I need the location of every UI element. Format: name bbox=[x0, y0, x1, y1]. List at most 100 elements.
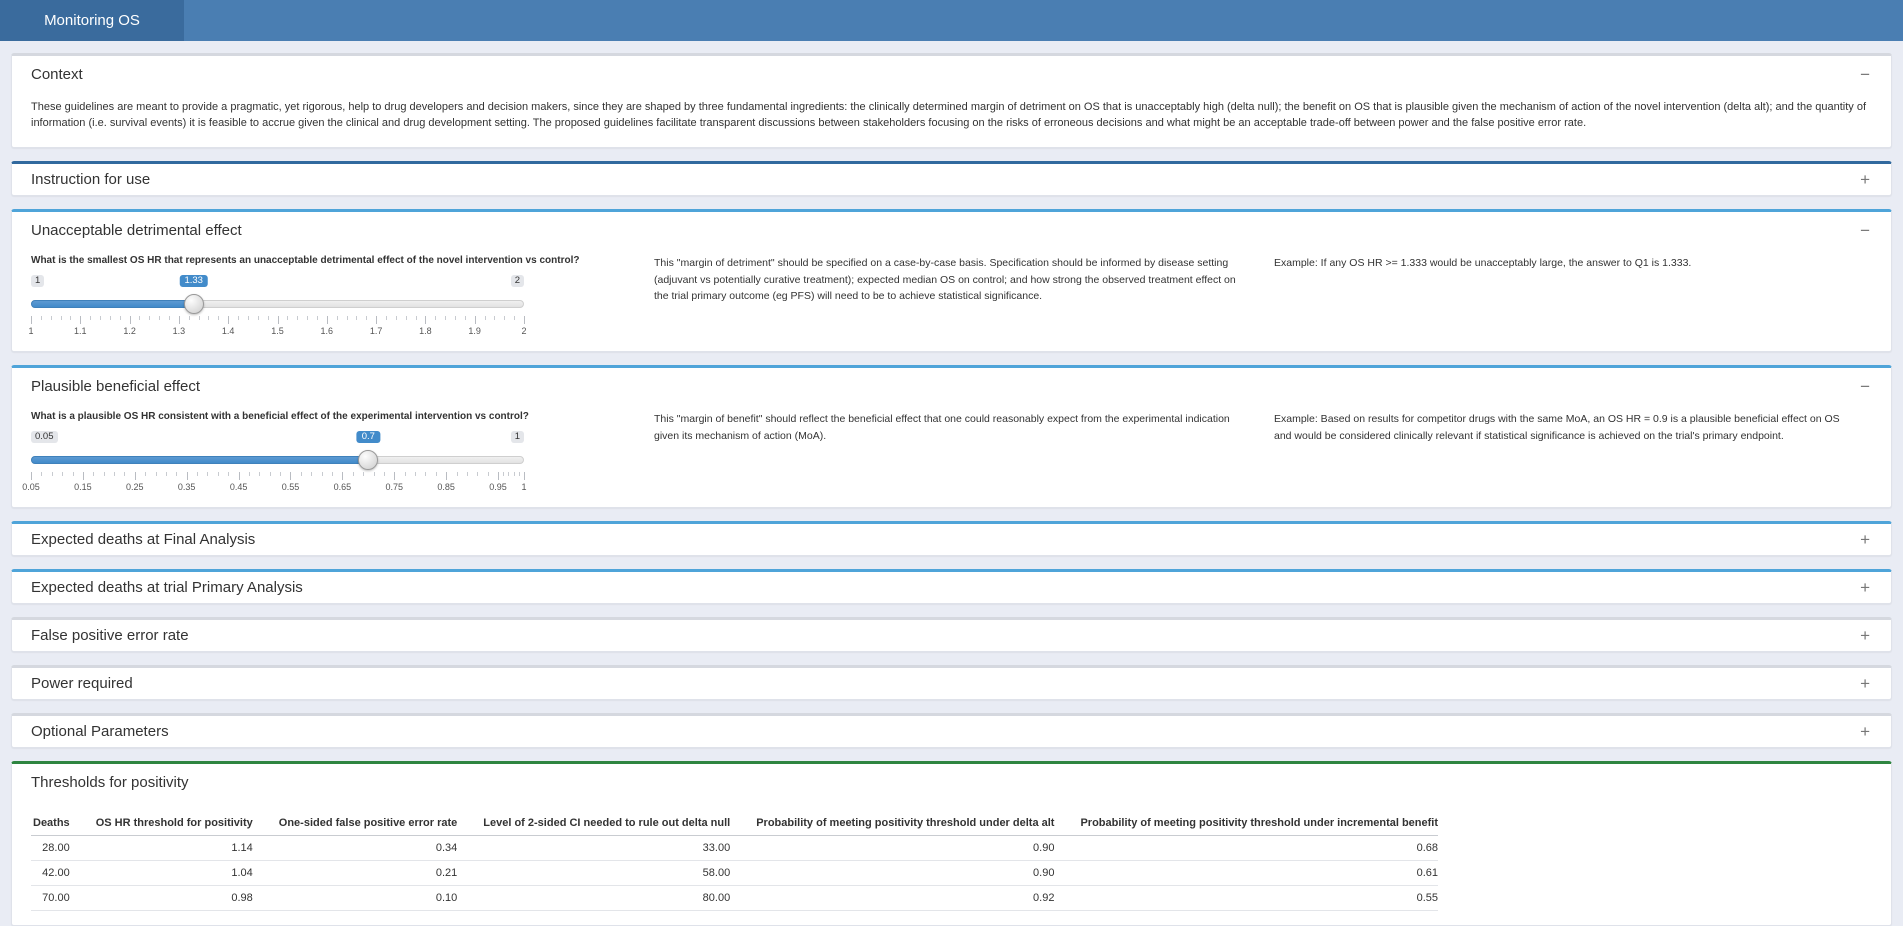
table-header-cell: OS HR threshold for positivity bbox=[69, 811, 253, 836]
slider-tick bbox=[267, 316, 269, 320]
slider-tick bbox=[280, 472, 282, 476]
panel-thresholds-header: Thresholds for positivity bbox=[31, 774, 1872, 791]
slider-tick-label: 1 bbox=[521, 482, 527, 492]
slider-tick bbox=[415, 316, 417, 320]
slider-tick bbox=[155, 472, 157, 476]
slider-tick bbox=[247, 316, 249, 320]
expand-plus-icon[interactable]: + bbox=[1860, 626, 1870, 645]
panel-beneficial-title: Plausible beneficial effect bbox=[31, 378, 200, 395]
slider-tick bbox=[208, 316, 210, 320]
panel-beneficial-header[interactable]: Plausible beneficial effect − bbox=[31, 378, 1872, 395]
slider-tick bbox=[376, 316, 378, 324]
collapse-minus-icon[interactable]: − bbox=[1860, 65, 1870, 84]
detrimental-content: What is the smallest OS HR that represen… bbox=[28, 255, 1872, 337]
panel-power-header[interactable]: Power required + bbox=[31, 675, 1872, 692]
slider-tick bbox=[60, 316, 62, 320]
expand-plus-icon[interactable]: + bbox=[1860, 170, 1870, 189]
slider-tick bbox=[238, 316, 240, 320]
detrimental-question: What is the smallest OS HR that represen… bbox=[31, 255, 580, 266]
slider-fill bbox=[31, 300, 194, 308]
slider-tick bbox=[385, 316, 387, 320]
collapse-minus-icon[interactable]: − bbox=[1860, 377, 1870, 396]
slider-tick bbox=[456, 472, 458, 476]
slider-tick bbox=[394, 472, 396, 480]
panel-context-title: Context bbox=[31, 66, 83, 83]
slider-tick bbox=[159, 316, 161, 320]
slider-value-label: 0.7 bbox=[356, 431, 380, 443]
slider-tick bbox=[50, 316, 52, 320]
main-content: Context − These guidelines are meant to … bbox=[0, 41, 1903, 926]
slider-tick bbox=[129, 316, 131, 324]
slider-tick bbox=[508, 472, 510, 476]
slider-tick bbox=[149, 316, 151, 320]
panel-optional-title: Optional Parameters bbox=[31, 723, 169, 740]
panel-power-required: Power required + bbox=[11, 665, 1892, 700]
slider-tick bbox=[498, 472, 500, 480]
table-cell: 0.92 bbox=[730, 885, 1055, 911]
expand-plus-icon[interactable]: + bbox=[1860, 674, 1870, 693]
slider-tick bbox=[454, 316, 456, 320]
slider-tick bbox=[119, 316, 121, 320]
slider-tick bbox=[474, 316, 476, 324]
panel-false-positive-header[interactable]: False positive error rate + bbox=[31, 627, 1872, 644]
slider-tick bbox=[524, 316, 525, 324]
table-header-cell: Deaths bbox=[31, 811, 70, 836]
slider-tick-label: 0.75 bbox=[385, 482, 404, 492]
slider-tick bbox=[466, 472, 468, 476]
detrimental-slider-column: What is the smallest OS HR that represen… bbox=[28, 255, 654, 337]
slider-tick bbox=[435, 316, 437, 320]
panel-instruction-for-use: Instruction for use + bbox=[11, 161, 1892, 196]
panel-false-positive-title: False positive error rate bbox=[31, 627, 189, 644]
table-header-cell: Probability of meeting positivity thresh… bbox=[730, 811, 1055, 836]
slider-tick-label: 1.8 bbox=[419, 326, 432, 336]
benefit-os-hr-slider[interactable]: 0.05 1 0.7 0.05 0.15 0.25 0.35 0.45 0.55 0.65 0… bbox=[22, 431, 527, 493]
collapse-minus-icon[interactable]: − bbox=[1860, 221, 1870, 240]
expand-plus-icon[interactable]: + bbox=[1860, 722, 1870, 741]
panel-thresholds-for-positivity: Thresholds for positivity Deaths OS HR th… bbox=[11, 761, 1892, 926]
panel-unacceptable-detrimental-effect: Unacceptable detrimental effect − What i… bbox=[11, 209, 1892, 352]
table-header-cell: Level of 2-sided CI needed to rule out d… bbox=[457, 811, 731, 836]
slider-handle[interactable] bbox=[183, 294, 204, 314]
panel-deaths-primary-title: Expected deaths at trial Primary Analysi… bbox=[31, 579, 303, 596]
panel-deaths-primary-header[interactable]: Expected deaths at trial Primary Analysi… bbox=[31, 579, 1872, 596]
slider-handle[interactable] bbox=[358, 450, 379, 470]
slider-tick bbox=[238, 472, 240, 480]
slider-tick bbox=[218, 316, 220, 320]
slider-tick-grid bbox=[31, 472, 525, 481]
slider-tick bbox=[366, 316, 368, 320]
slider-min-label: 0.05 bbox=[31, 431, 58, 443]
slider-tick bbox=[425, 316, 427, 324]
panel-optional-header[interactable]: Optional Parameters + bbox=[31, 723, 1872, 740]
slider-tick bbox=[248, 472, 250, 476]
slider-tick-label: 0.05 bbox=[22, 482, 40, 492]
slider-tick bbox=[363, 472, 365, 476]
nav-tab-monitoring-os[interactable]: Monitoring OS bbox=[0, 0, 184, 41]
panel-instruction-title: Instruction for use bbox=[31, 171, 151, 188]
panel-plausible-beneficial-effect: Plausible beneficial effect − What is a … bbox=[11, 365, 1892, 508]
slider-tick-label: 2 bbox=[521, 326, 527, 336]
panel-detrimental-header[interactable]: Unacceptable detrimental effect − bbox=[31, 222, 1872, 239]
table-header-row: Deaths OS HR threshold for positivity One-… bbox=[31, 811, 1439, 836]
slider-tick bbox=[342, 472, 344, 480]
slider-tick bbox=[503, 472, 505, 476]
slider-tick-label: 0.65 bbox=[333, 482, 352, 492]
slider-fill bbox=[31, 456, 369, 464]
slider-value-label: 1.33 bbox=[179, 275, 208, 287]
slider-tick-labels: 1 1.1 1.2 1.3 1.4 1.5 1.6 1.7 1.8 1.9 2 bbox=[28, 326, 527, 337]
expand-plus-icon[interactable]: + bbox=[1860, 530, 1870, 549]
expand-plus-icon[interactable]: + bbox=[1860, 578, 1870, 597]
slider-tick bbox=[207, 472, 209, 476]
slider-tick bbox=[477, 472, 479, 476]
detrimental-note: This "margin of detriment" should be spe… bbox=[654, 257, 1236, 302]
panel-context-header[interactable]: Context − bbox=[31, 66, 1872, 83]
panel-deaths-final-header[interactable]: Expected deaths at Final Analysis + bbox=[31, 531, 1872, 548]
panel-instruction-header[interactable]: Instruction for use + bbox=[31, 171, 1872, 188]
slider-tick bbox=[228, 316, 230, 324]
detriment-os-hr-slider[interactable]: 1 2 1.33 1 1.1 1.2 1.3 1.4 1.5 1.6 1.7 1.8 1.9 2 bbox=[28, 275, 527, 337]
slider-tick bbox=[40, 316, 42, 320]
slider-tick bbox=[178, 316, 180, 324]
slider-tick bbox=[297, 316, 299, 320]
table-row: 42.00 1.04 0.21 58.00 0.90 0.61 bbox=[31, 860, 1439, 886]
beneficial-slider-column: What is a plausible OS HR consistent wit… bbox=[22, 411, 654, 493]
slider-tick bbox=[524, 472, 525, 480]
